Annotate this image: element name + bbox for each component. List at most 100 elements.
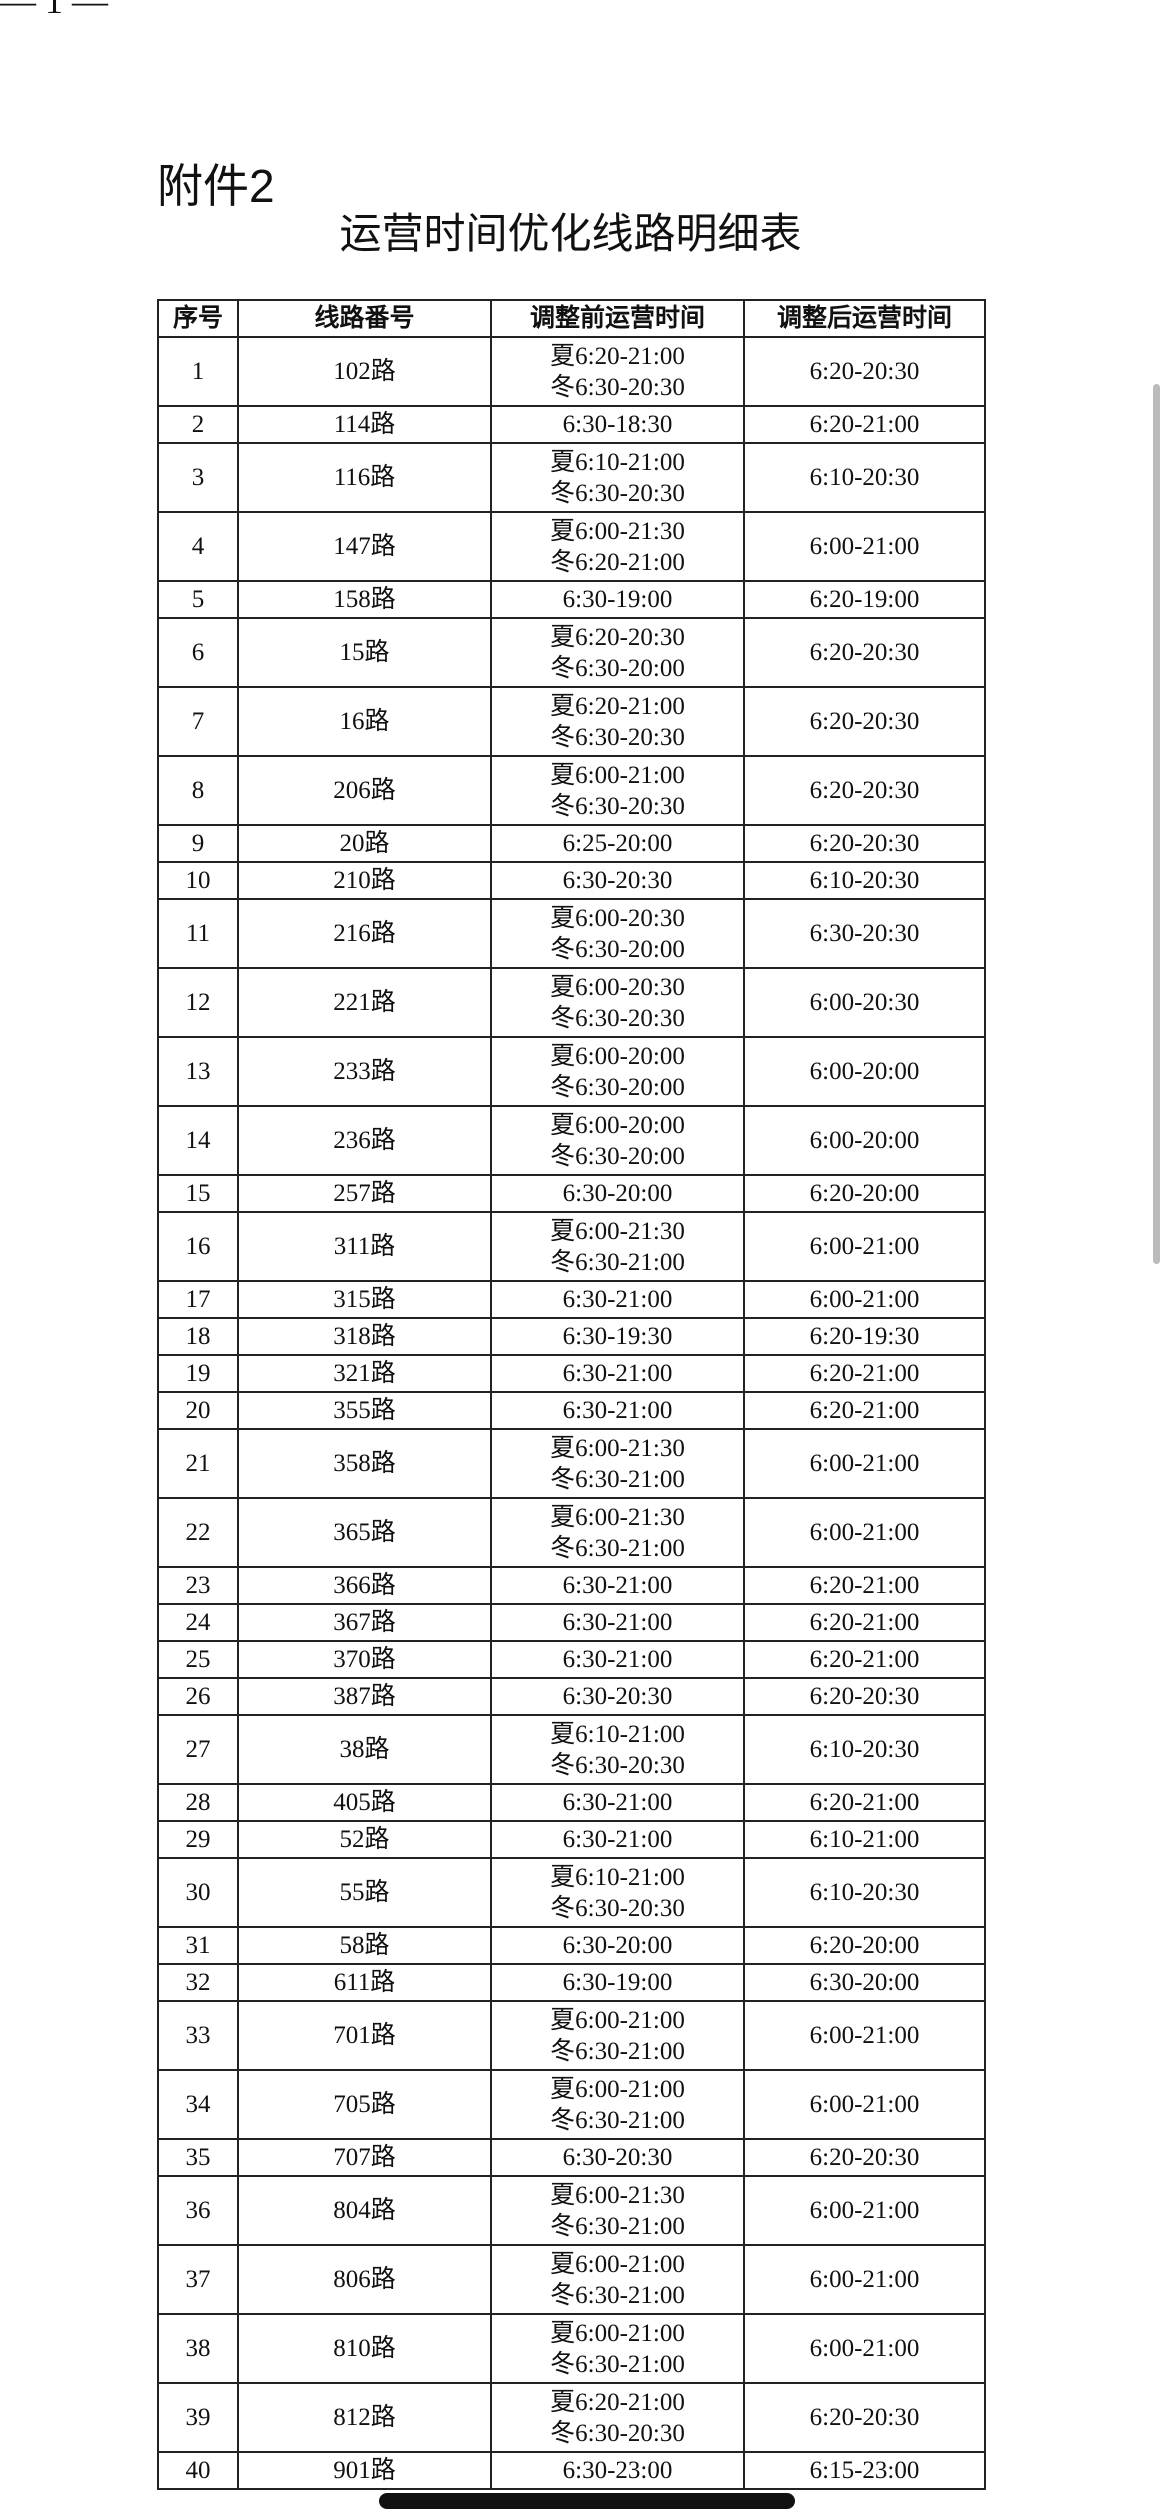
number-cell: 24 — [157, 1603, 239, 1642]
table-row: 31 58路 6:30-20:00 6:20-20:00 — [157, 1926, 986, 1965]
before-time-cell: 6:30-21:00 — [490, 1354, 745, 1393]
after-time-cell: 6:00-21:00 — [743, 1428, 986, 1499]
after-time-cell: 6:20-21:00 — [743, 1391, 986, 1430]
table-row: 4 147路 夏6:00-21:30 冬6:20-21:00 6:00-21:00 — [157, 511, 986, 582]
number-cell: 17 — [157, 1280, 239, 1319]
number-cell: 3 — [157, 442, 239, 513]
route-cell: 102路 — [237, 336, 492, 407]
time-line: 夏6:10-21:00 — [550, 1720, 685, 1748]
table-row: 27 38路 夏6:10-21:00 冬6:30-20:30 6:10-20:30 — [157, 1714, 986, 1785]
before-time-cell: 夏6:00-20:30 冬6:30-20:30 — [490, 967, 745, 1038]
table-row: 5 158路 6:30-19:00 6:20-19:00 — [157, 580, 986, 619]
time-line: 冬6:30-20:00 — [550, 1142, 685, 1170]
time-line: 冬6:30-20:00 — [550, 935, 685, 963]
header-cell: 序号 — [157, 299, 239, 338]
after-time-cell: 6:20-21:00 — [743, 405, 986, 444]
header-cell: 线路番号 — [237, 299, 492, 338]
before-time-cell: 夏6:00-20:00 冬6:30-20:00 — [490, 1036, 745, 1107]
route-cell: 370路 — [237, 1640, 492, 1679]
table-row: 29 52路 6:30-21:00 6:10-21:00 — [157, 1820, 986, 1859]
time-line: 夏6:20-21:00 — [550, 342, 685, 370]
route-cell: 221路 — [237, 967, 492, 1038]
time-line: 冬6:30-21:00 — [550, 1534, 685, 1562]
after-time-cell: 6:20-21:00 — [743, 1603, 986, 1642]
before-time-cell: 6:30-19:30 — [490, 1317, 745, 1356]
scrollbar[interactable] — [1153, 384, 1160, 1264]
number-cell: 32 — [157, 1963, 239, 2002]
after-time-cell: 6:20-19:30 — [743, 1317, 986, 1356]
number-cell: 19 — [157, 1354, 239, 1393]
route-cell: 366路 — [237, 1566, 492, 1605]
before-time-cell: 6:30-20:30 — [490, 861, 745, 900]
after-time-cell: 6:20-20:00 — [743, 1926, 986, 1965]
number-cell: 2 — [157, 405, 239, 444]
number-cell: 6 — [157, 617, 239, 688]
route-cell: 705路 — [237, 2069, 492, 2140]
number-cell: 26 — [157, 1677, 239, 1716]
before-time-cell: 6:30-20:00 — [490, 1174, 745, 1213]
table-row: 9 20路 6:25-20:00 6:20-20:30 — [157, 824, 986, 863]
route-cell: 257路 — [237, 1174, 492, 1213]
number-cell: 28 — [157, 1783, 239, 1822]
after-time-cell: 6:20-21:00 — [743, 1640, 986, 1679]
route-cell: 365路 — [237, 1497, 492, 1568]
before-time-cell: 夏6:00-21:30 冬6:30-21:00 — [490, 1428, 745, 1499]
route-cell: 810路 — [237, 2313, 492, 2384]
after-time-cell: 6:10-21:00 — [743, 1820, 986, 1859]
time-line: 夏6:00-21:30 — [550, 1217, 685, 1245]
number-cell: 1 — [157, 336, 239, 407]
page-number: — 1 — — [0, 0, 108, 21]
after-time-cell: 6:00-21:00 — [743, 2000, 986, 2071]
before-time-cell: 夏6:00-21:30 冬6:30-21:00 — [490, 1211, 745, 1282]
time-line: 夏6:00-21:30 — [550, 2181, 685, 2209]
table-row: 32 611路 6:30-19:00 6:30-20:00 — [157, 1963, 986, 2002]
time-line: 冬6:30-21:00 — [550, 1248, 685, 1276]
before-time-cell: 6:30-21:00 — [490, 1603, 745, 1642]
time-line: 6:30-21:00 — [562, 1789, 673, 1816]
time-line: 6:30-19:00 — [562, 586, 673, 613]
time-line: 6:25-20:00 — [562, 830, 673, 857]
route-cell: 52路 — [237, 1820, 492, 1859]
after-time-cell: 6:00-21:00 — [743, 2244, 986, 2315]
time-line: 6:30-21:00 — [562, 1360, 673, 1387]
route-cell: 405路 — [237, 1783, 492, 1822]
after-time-cell: 6:00-21:00 — [743, 1211, 986, 1282]
before-time-cell: 夏6:10-21:00 冬6:30-20:30 — [490, 1857, 745, 1928]
header-cell: 调整后运营时间 — [743, 299, 986, 338]
time-line: 夏6:20-20:30 — [550, 623, 685, 651]
before-time-cell: 夏6:00-21:00 冬6:30-21:00 — [490, 2069, 745, 2140]
route-cell: 311路 — [237, 1211, 492, 1282]
time-line: 6:30-20:30 — [562, 2144, 673, 2171]
table-row: 40 901路 6:30-23:00 6:15-23:00 — [157, 2451, 986, 2490]
after-time-cell: 6:30-20:30 — [743, 898, 986, 969]
route-cell: 701路 — [237, 2000, 492, 2071]
home-indicator[interactable] — [379, 2493, 795, 2509]
table-row: 26 387路 6:30-20:30 6:20-20:30 — [157, 1677, 986, 1716]
number-cell: 30 — [157, 1857, 239, 1928]
time-line: 6:30-19:00 — [562, 1969, 673, 1996]
route-cell: 38路 — [237, 1714, 492, 1785]
after-time-cell: 6:10-20:30 — [743, 1857, 986, 1928]
table-row: 22 365路 夏6:00-21:30 冬6:30-21:00 6:00-21:00 — [157, 1497, 986, 1568]
before-time-cell: 夏6:00-21:30 冬6:20-21:00 — [490, 511, 745, 582]
after-time-cell: 6:10-20:30 — [743, 442, 986, 513]
after-time-cell: 6:20-20:30 — [743, 1677, 986, 1716]
time-line: 冬6:30-20:30 — [550, 1004, 685, 1032]
time-line: 6:30-21:00 — [562, 1397, 673, 1424]
before-time-cell: 夏6:00-20:00 冬6:30-20:00 — [490, 1105, 745, 1176]
table-row: 6 15路 夏6:20-20:30 冬6:30-20:00 6:20-20:30 — [157, 617, 986, 688]
number-cell: 40 — [157, 2451, 239, 2490]
time-line: 6:30-20:00 — [562, 1932, 673, 1959]
table-row: 18 318路 6:30-19:30 6:20-19:30 — [157, 1317, 986, 1356]
after-time-cell: 6:00-21:00 — [743, 1280, 986, 1319]
after-time-cell: 6:00-21:00 — [743, 2069, 986, 2140]
time-line: 6:30-21:00 — [562, 1609, 673, 1636]
time-line: 冬6:30-21:00 — [550, 2281, 685, 2309]
time-line: 夏6:00-20:00 — [550, 1111, 685, 1139]
table-row: 10 210路 6:30-20:30 6:10-20:30 — [157, 861, 986, 900]
route-cell: 206路 — [237, 755, 492, 826]
before-time-cell: 夏6:20-21:00 冬6:30-20:30 — [490, 2382, 745, 2453]
time-line: 冬6:30-20:30 — [550, 479, 685, 507]
route-cell: 367路 — [237, 1603, 492, 1642]
route-cell: 315路 — [237, 1280, 492, 1319]
